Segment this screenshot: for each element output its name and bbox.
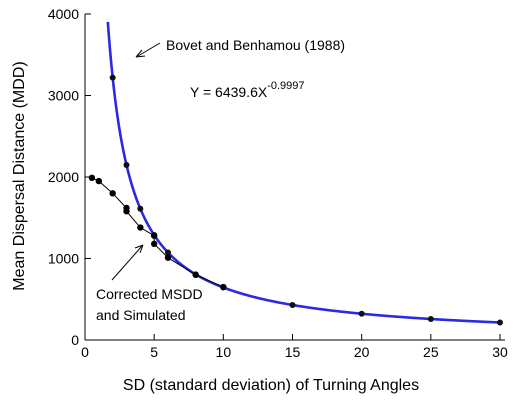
series-line-bovet bbox=[106, 21, 501, 324]
annotation-bovet: Bovet and Benhamou (1988) bbox=[166, 37, 345, 53]
x-tick-label: 10 bbox=[216, 344, 232, 360]
annotation-arrow-bovet-head bbox=[135, 49, 146, 58]
x-tick-label: 5 bbox=[150, 344, 158, 360]
y-tick-label: 1000 bbox=[48, 251, 79, 267]
equation-base: Y = 6439.6X bbox=[190, 84, 268, 100]
data-point-bovet bbox=[427, 315, 434, 322]
annotation-corrected-1: Corrected MSDD bbox=[96, 286, 203, 302]
annotations: Bovet and Benhamou (1988) Y = 6439.6X-0.… bbox=[96, 37, 345, 323]
data-point-bovet bbox=[358, 310, 365, 317]
data-point-corrected bbox=[88, 174, 96, 182]
series bbox=[88, 21, 503, 326]
annotation-arrow-corrected-head bbox=[134, 244, 144, 254]
equation-exponent: -0.9997 bbox=[267, 80, 304, 92]
x-tick-label: 30 bbox=[492, 344, 508, 360]
data-point-bovet bbox=[137, 205, 144, 212]
y-tick-label: 0 bbox=[71, 332, 79, 348]
data-point-bovet bbox=[289, 302, 296, 309]
annotation-arrow-corrected-shaft bbox=[111, 245, 143, 281]
x-tick-label: 0 bbox=[81, 344, 89, 360]
data-point-bovet bbox=[497, 319, 503, 326]
x-tick-label: 15 bbox=[285, 344, 301, 360]
annotation-corrected-2: and Simulated bbox=[96, 307, 186, 323]
y-tick-label: 3000 bbox=[48, 88, 79, 104]
data-point-corrected bbox=[164, 254, 172, 261]
data-point-corrected bbox=[109, 190, 116, 197]
annotation-arrow-bovet-shaft bbox=[137, 42, 161, 57]
data-point-corrected bbox=[123, 208, 130, 215]
data-point-bovet bbox=[165, 249, 171, 256]
y-tick-label: 2000 bbox=[48, 169, 79, 185]
data-point-corrected bbox=[137, 224, 144, 231]
equation-label: Y = 6439.6X-0.9997 bbox=[190, 80, 305, 100]
x-tick-label: 20 bbox=[354, 344, 370, 360]
x-axis-title: SD (standard deviation) of Turning Angle… bbox=[123, 377, 419, 394]
data-point-corrected bbox=[150, 240, 158, 248]
data-point-corrected bbox=[150, 232, 158, 239]
data-point-corrected bbox=[192, 271, 199, 278]
y-axis-title: Mean Dispersal Distance (MDD) bbox=[11, 61, 28, 290]
data-point-corrected bbox=[220, 283, 227, 291]
x-tick-label: 25 bbox=[423, 344, 439, 360]
y-tick-label: 4000 bbox=[48, 6, 79, 22]
data-point-corrected bbox=[95, 177, 103, 185]
data-point-bovet bbox=[109, 74, 116, 81]
data-point-bovet bbox=[123, 162, 130, 169]
